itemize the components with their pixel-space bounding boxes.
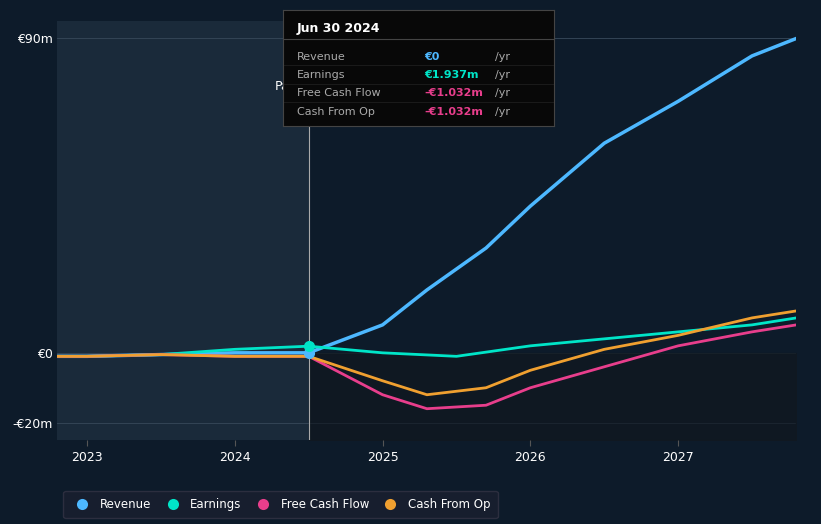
Text: /yr: /yr [494,70,510,80]
Text: -€1.032m: -€1.032m [424,89,483,99]
Bar [57,21,309,440]
Legend: Revenue, Earnings, Free Cash Flow, Cash From Op: Revenue, Earnings, Free Cash Flow, Cash … [63,491,498,518]
Text: €0: €0 [424,51,439,62]
Text: -€1.032m: -€1.032m [424,107,483,117]
Text: /yr: /yr [494,107,510,117]
Text: Free Cash Flow: Free Cash Flow [297,89,380,99]
Text: Earnings: Earnings [297,70,346,80]
Text: /yr: /yr [494,89,510,99]
Text: Revenue: Revenue [297,51,346,62]
Text: Cash From Op: Cash From Op [297,107,374,117]
Text: €1.937m: €1.937m [424,70,479,80]
Text: Past: Past [275,80,301,93]
Text: Analysts Forecasts: Analysts Forecasts [316,80,433,93]
Text: Jun 30 2024: Jun 30 2024 [297,22,380,35]
Text: /yr: /yr [494,51,510,62]
